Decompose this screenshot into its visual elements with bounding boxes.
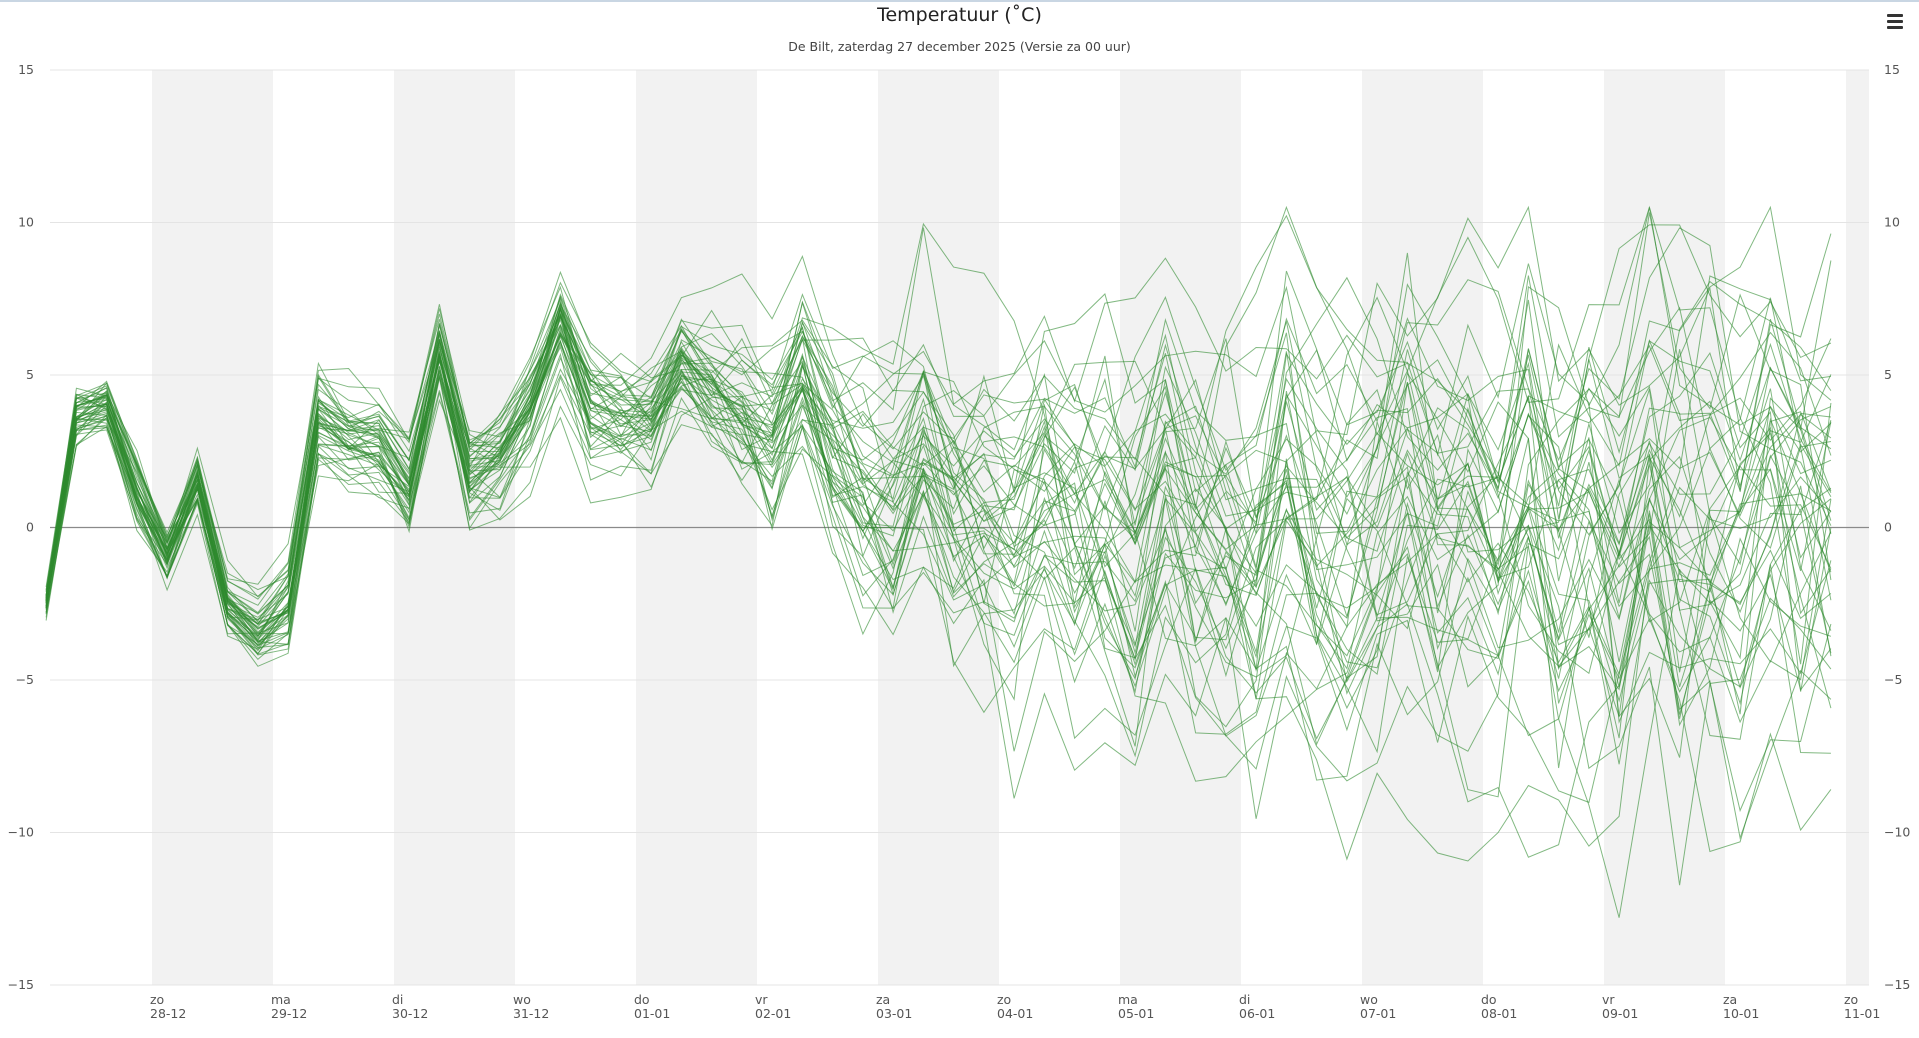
y-tick-label-left: −5 xyxy=(16,672,34,687)
chart-title: Temperatuur (˚C) xyxy=(877,4,1042,26)
x-tick-date-03-01: 03-01 xyxy=(876,1006,912,1021)
chart-subtitle: De Bilt, zaterdag 27 december 2025 (Vers… xyxy=(788,39,1131,54)
x-tick-day-10-01: za xyxy=(1723,992,1737,1007)
y-tick-label-right: −5 xyxy=(1884,672,1902,687)
y-tick-label-left: 10 xyxy=(18,215,34,230)
ensemble-member-36 xyxy=(45,224,1832,710)
x-tick-date-01-01: 01-01 xyxy=(634,1006,670,1021)
ensemble-member-51 xyxy=(45,322,1832,798)
ensemble-member-46 xyxy=(45,332,1832,918)
y-tick-label-right: 15 xyxy=(1884,62,1900,77)
x-tick-day-28-12: zo xyxy=(150,992,164,1007)
y-tick-label-left: 5 xyxy=(26,367,34,382)
y-tick-label-right: 5 xyxy=(1884,367,1892,382)
ensemble-member-50 xyxy=(45,205,1832,701)
x-tick-day-06-01: di xyxy=(1239,992,1250,1007)
x-tick-day-05-01: ma xyxy=(1118,992,1138,1007)
x-tick-day-09-01: vr xyxy=(1602,992,1615,1007)
y-axis-left: 15 10 5 0 −5 −10 −15 xyxy=(8,62,34,992)
x-tick-date-30-12: 30-12 xyxy=(392,1006,428,1021)
x-tick-date-28-12: 28-12 xyxy=(150,1006,186,1021)
ensemble-member-45 xyxy=(45,320,1832,717)
ensemble-member-43 xyxy=(45,255,1832,688)
ensemble-member-15 xyxy=(45,339,1832,703)
ensemble-member-29 xyxy=(45,324,1832,886)
y-tick-label-left: −15 xyxy=(8,977,34,992)
ensemble-member-33 xyxy=(45,293,1832,840)
x-tick-day-11-01: zo xyxy=(1844,992,1858,1007)
ensemble-member-18 xyxy=(45,297,1832,819)
x-tick-day-04-01: zo xyxy=(997,992,1011,1007)
x-tick-day-01-01: do xyxy=(634,992,650,1007)
x-tick-day-07-01: wo xyxy=(1360,992,1378,1007)
ensemble-member-47 xyxy=(45,313,1832,740)
ensemble-member-1 xyxy=(45,313,1832,758)
y-axis-right: 15 10 5 0 −5 −10 −15 xyxy=(1884,62,1910,992)
x-tick-date-09-01: 09-01 xyxy=(1602,1006,1638,1021)
y-tick-label-right: −15 xyxy=(1884,977,1910,992)
x-tick-date-29-12: 29-12 xyxy=(271,1006,307,1021)
x-tick-date-02-01: 02-01 xyxy=(755,1006,791,1021)
x-tick-date-11-01: 11-01 xyxy=(1844,1006,1880,1021)
ensemble-member-49 xyxy=(45,340,1832,691)
ensemble-member-27 xyxy=(45,334,1832,769)
hamburger-menu-icon[interactable] xyxy=(1884,10,1908,34)
x-tick-date-08-01: 08-01 xyxy=(1481,1006,1517,1021)
x-tick-day-08-01: do xyxy=(1481,992,1497,1007)
y-tick-label-right: 0 xyxy=(1884,520,1892,535)
ensemble-member-41 xyxy=(45,331,1832,804)
x-tick-date-10-01: 10-01 xyxy=(1723,1006,1759,1021)
ensemble-member-13 xyxy=(45,227,1832,600)
y-tick-label-left: 0 xyxy=(26,520,34,535)
ensemble-member-14 xyxy=(45,252,1832,632)
y-tick-label-right: 10 xyxy=(1884,215,1900,230)
x-tick-day-30-12: di xyxy=(392,992,403,1007)
ensemble-series xyxy=(45,205,1832,918)
x-tick-date-07-01: 07-01 xyxy=(1360,1006,1396,1021)
x-tick-date-04-01: 04-01 xyxy=(997,1006,1033,1021)
x-tick-date-31-12: 31-12 xyxy=(513,1006,549,1021)
ensemble-member-39 xyxy=(45,293,1832,739)
y-tick-label-left: 15 xyxy=(18,62,34,77)
x-tick-day-03-01: za xyxy=(876,992,890,1007)
y-tick-label-right: −10 xyxy=(1884,825,1910,840)
x-tick-day-29-12: ma xyxy=(271,992,291,1007)
ensemble-member-38 xyxy=(45,285,1832,625)
ensemble-member-35 xyxy=(45,300,1831,754)
y-tick-label-left: −10 xyxy=(8,825,34,840)
ensemble-member-48 xyxy=(45,275,1831,720)
x-tick-date-06-01: 06-01 xyxy=(1239,1006,1275,1021)
x-tick-date-05-01: 05-01 xyxy=(1118,1006,1154,1021)
ensemble-member-40 xyxy=(45,318,1831,781)
x-axis: zo28-12ma29-12di30-12wo31-12do01-01vr02-… xyxy=(150,992,1880,1021)
x-tick-day-31-12: wo xyxy=(513,992,531,1007)
ensemble-member-23 xyxy=(45,207,1832,670)
x-tick-day-02-01: vr xyxy=(755,992,768,1007)
top-rule xyxy=(0,0,1919,2)
ensemble-member-44 xyxy=(45,313,1832,770)
